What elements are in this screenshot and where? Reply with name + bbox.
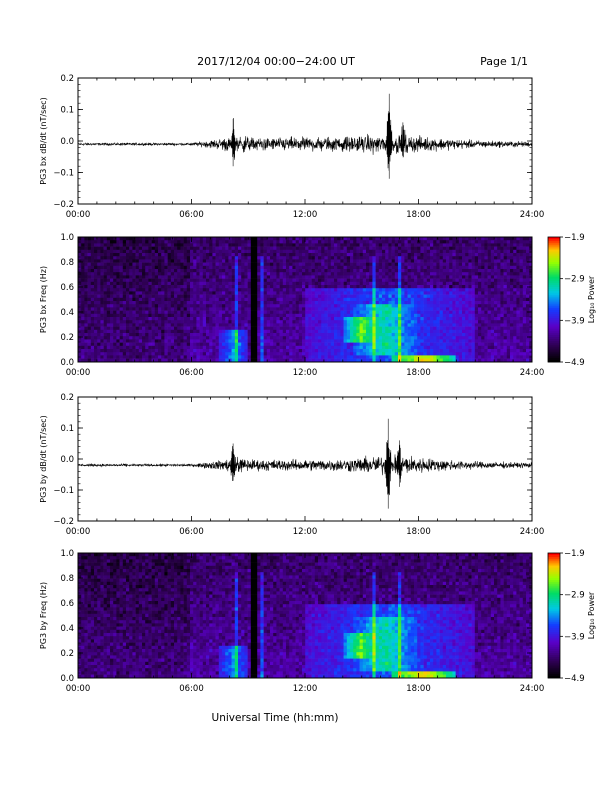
x-tick-label: 00:00 <box>66 210 91 220</box>
colorbar-label: Log₁₀ Power <box>587 591 596 639</box>
y-tick-label: 0.1 <box>60 106 74 116</box>
x-axis-title: Universal Time (hh:mm) <box>212 712 339 724</box>
y-tick-label: 0.0 <box>60 674 74 684</box>
x-tick-label: 06:00 <box>179 368 204 378</box>
y-axis-label: PG3 by Freq (Hz) <box>39 582 48 649</box>
colorbar: −1.9 −2.9 −3.9 −4.9 Log₁₀ Power <box>547 233 596 368</box>
by-spectrogram-panel: 00:00 06:00 12:00 18:00 24:00 1.0 0.8 0.6 0.4 0.2… <box>39 549 596 694</box>
y-tick-label: 0.8 <box>60 258 74 268</box>
y-tick-label: 0.6 <box>60 599 74 609</box>
x-tick-label: 00:00 <box>66 527 91 537</box>
colorbar-tick-label: −4.9 <box>564 358 585 368</box>
colorbar-tick-label: −3.9 <box>564 316 585 326</box>
bx-spectrogram-panel: 00:00 06:00 12:00 18:00 24:00 1.0 0.8 0.6 0.4 0.2… <box>39 233 596 378</box>
y-axis-label: PG3 bx Freq (Hz) <box>39 266 48 333</box>
y-axis-label: PG3 bx dB/dt (nT/sec) <box>39 97 48 184</box>
x-tick-label: 12:00 <box>293 684 318 694</box>
page-number: Page 1/1 <box>480 55 528 68</box>
colorbar-tick-label: −2.9 <box>564 275 585 285</box>
y-tick-label: 0.8 <box>60 574 74 584</box>
y-tick-label: −0.2 <box>53 200 74 210</box>
spectrogram-cells <box>78 237 533 363</box>
y-axis-label: PG3 by dB/dt (nT/sec) <box>39 415 48 502</box>
x-tick-label: 12:00 <box>293 527 318 537</box>
series-line <box>77 93 533 179</box>
x-tick-label: 00:00 <box>66 684 91 694</box>
y-tick-label: −0.2 <box>53 517 74 527</box>
x-tick-label: 24:00 <box>520 368 545 378</box>
x-tick-label: 06:00 <box>179 527 204 537</box>
spectrogram-cells <box>78 553 533 679</box>
y-tick-label: 0.2 <box>60 393 74 403</box>
colorbar-tick-label: −2.9 <box>564 591 585 601</box>
colorbar-label: Log₁₀ Power <box>587 275 596 323</box>
colorbar-tick-label: −1.9 <box>564 233 585 243</box>
series-line <box>77 418 533 509</box>
y-tick-label: −0.1 <box>53 169 74 179</box>
y-tick-label: 1.0 <box>60 233 74 243</box>
y-tick-label: 0.2 <box>60 74 74 84</box>
plot-frame <box>77 396 533 522</box>
x-tick-label: 00:00 <box>66 368 91 378</box>
y-tick-label: 0.0 <box>60 137 74 147</box>
x-tick-label: 24:00 <box>520 684 545 694</box>
bx-waveform-panel: 00:00 06:00 12:00 18:00 24:00 0.2 0.1 0.0 −0.1 −0… <box>39 74 544 220</box>
colorbar: −1.9 −2.9 −3.9 −4.9 Log₁₀ Power <box>547 549 596 684</box>
x-tick-label: 06:00 <box>179 684 204 694</box>
by-waveform-panel: 00:00 06:00 12:00 18:00 24:00 0.2 0.1 0.0 −0.1 −0… <box>39 393 544 537</box>
x-tick-label: 12:00 <box>293 210 318 220</box>
x-tick-label: 24:00 <box>520 210 545 220</box>
x-tick-label: 18:00 <box>406 210 431 220</box>
x-tick-label: 12:00 <box>293 368 318 378</box>
colorbar-tick-label: −1.9 <box>564 549 585 559</box>
x-tick-label: 24:00 <box>520 527 545 537</box>
y-tick-label: 0.1 <box>60 424 74 434</box>
y-tick-label: 0.4 <box>60 624 74 634</box>
y-tick-label: 0.4 <box>60 308 74 318</box>
y-tick-label: 1.0 <box>60 549 74 559</box>
x-tick-label: 18:00 <box>406 527 431 537</box>
x-tick-label: 06:00 <box>179 210 204 220</box>
x-tick-label: 18:00 <box>406 684 431 694</box>
page-title: 2017/12/04 00:00−24:00 UT <box>197 55 355 68</box>
y-tick-label: 0.0 <box>60 358 74 368</box>
y-tick-label: 0.2 <box>60 649 74 659</box>
y-tick-label: 0.0 <box>60 455 74 465</box>
colorbar-tick-label: −3.9 <box>564 632 585 642</box>
y-tick-label: 0.6 <box>60 283 74 293</box>
y-tick-label: 0.2 <box>60 333 74 343</box>
colorbar-tick-label: −4.9 <box>564 674 585 684</box>
x-tick-label: 18:00 <box>406 368 431 378</box>
y-tick-label: −0.1 <box>53 486 74 496</box>
